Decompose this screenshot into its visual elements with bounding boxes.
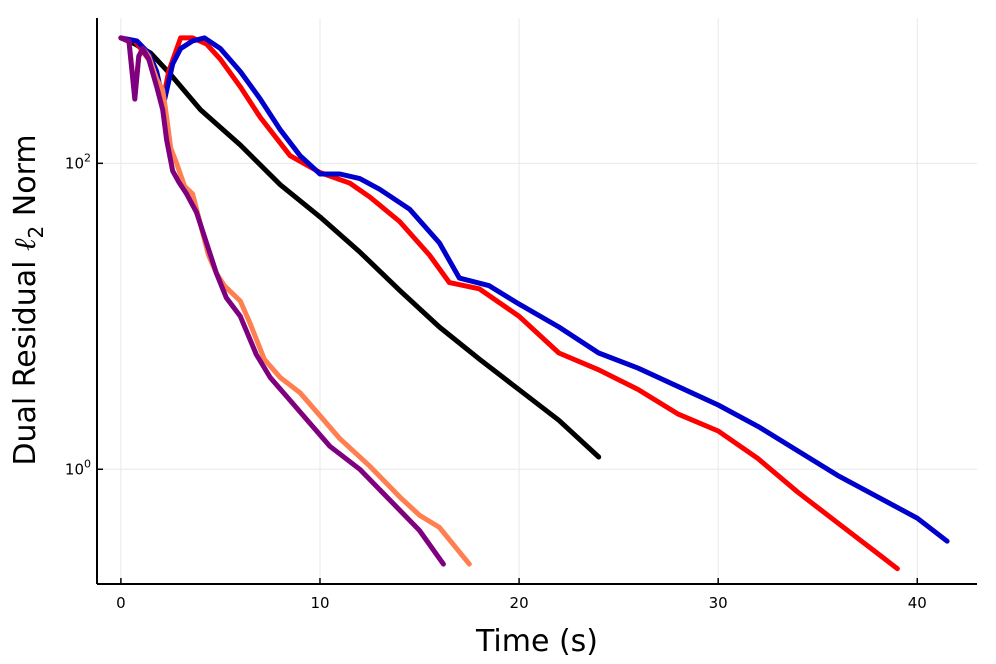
y-axis-title-main: Dual Residual — [8, 251, 43, 466]
series-layer — [118, 35, 950, 572]
y-axis-title-subscript: 2 — [24, 226, 48, 239]
y-axis-title: Dual Residual ℓ2 Norm — [8, 134, 48, 465]
x-tick-label: 20 — [510, 594, 529, 612]
tick-label-layer: 0 10 20 30 40 100 102 — [65, 151, 927, 612]
series-line-black — [118, 35, 602, 460]
series-line-blue — [118, 35, 950, 544]
y-axis-title-symbol: ℓ — [8, 238, 43, 251]
series-line-red — [118, 35, 900, 572]
x-axis-title: Time (s) — [475, 624, 598, 659]
y-axis-title-suffix: Norm — [8, 134, 43, 225]
series-line-purple — [118, 35, 446, 567]
y-tick-label: 100 — [65, 457, 91, 478]
x-tick-label: 30 — [709, 594, 728, 612]
axis-layer — [96, 18, 977, 585]
y-tick-label: 102 — [65, 151, 91, 172]
x-tick-label: 10 — [310, 594, 329, 612]
x-tick-label: 0 — [116, 594, 126, 612]
grid-layer — [97, 18, 977, 584]
series-line-orange — [118, 35, 472, 567]
x-tick-label: 40 — [908, 594, 927, 612]
